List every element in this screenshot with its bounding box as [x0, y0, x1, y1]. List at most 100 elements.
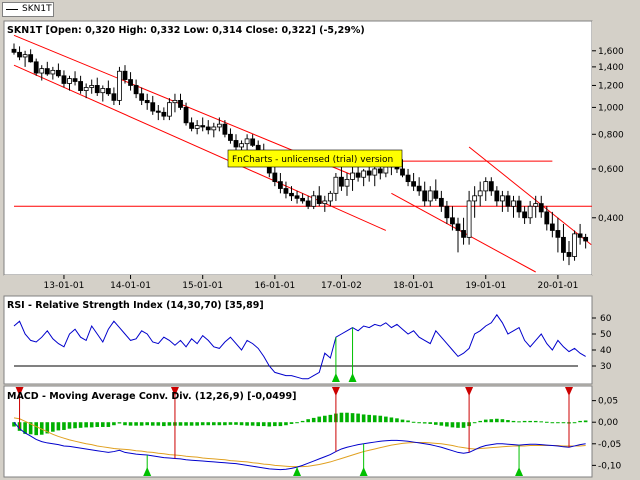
candle-up	[244, 138, 250, 145]
macd-histogram-bar	[206, 422, 211, 426]
candle-up	[83, 87, 89, 91]
candle-down	[277, 181, 283, 189]
macd-histogram-bar	[533, 420, 538, 423]
candle-up	[311, 195, 317, 207]
macd-histogram-bar	[545, 421, 549, 423]
macd-histogram-bar	[256, 422, 260, 427]
candle-up	[100, 88, 106, 94]
candle-down	[11, 48, 17, 53]
candle-up	[572, 233, 577, 257]
macd-histogram-bar	[123, 422, 127, 426]
candle-down	[28, 54, 34, 63]
candle-down	[488, 181, 494, 192]
x-tick-label: 17-01-02	[321, 281, 362, 291]
candle-down	[294, 195, 300, 199]
macd-histogram-bar	[417, 422, 421, 424]
macd-histogram-bar	[95, 422, 100, 427]
candle-up	[211, 126, 217, 131]
macd-histogram-bar	[439, 422, 444, 426]
trial-watermark-box	[227, 149, 403, 168]
candle-down	[200, 125, 206, 128]
macd-buy-arrow	[515, 467, 524, 476]
candle-up	[239, 143, 244, 148]
candle-up	[194, 125, 200, 129]
macd-histogram-bar	[167, 422, 172, 426]
macd-sell-arrow	[15, 387, 24, 396]
macd-histogram-bar	[73, 422, 77, 429]
macd-histogram-bar	[67, 422, 72, 429]
price-tick-label: 1,600	[598, 47, 624, 57]
x-tick-label: 13-01-01	[44, 281, 85, 291]
macd-histogram-bar	[378, 415, 383, 423]
macd-histogram-bar	[428, 422, 433, 424]
macd-histogram-bar	[84, 422, 88, 428]
toolbar: SKN1T	[0, 0, 640, 20]
price-plot-area[interactable]	[3, 20, 593, 276]
macd-histogram-bar	[228, 422, 233, 425]
rsi-line	[13, 313, 586, 380]
candle-down	[561, 236, 566, 253]
candle-down	[105, 88, 111, 95]
candle-up	[216, 123, 222, 128]
rsi-y-ticks: 60 50 40 30	[592, 314, 612, 372]
macd-histogram-bar	[12, 422, 16, 427]
candle-down	[250, 138, 256, 146]
macd-buy-arrow	[143, 467, 152, 476]
candle-up	[327, 192, 333, 202]
macd-histogram-bar	[356, 413, 360, 423]
macd-header: MACD - Moving Average Conv. Div. (12,26,…	[7, 391, 296, 402]
candle-down	[111, 93, 117, 101]
macd-histogram-bar	[28, 422, 33, 435]
macd-buy-arrow	[359, 467, 368, 476]
candle-down	[377, 168, 383, 174]
candle-up	[361, 170, 367, 178]
price-axis	[592, 21, 636, 275]
macd-line	[13, 421, 586, 471]
candle-up	[172, 99, 178, 104]
x-tick-label: 15-01-01	[182, 281, 223, 291]
x-tick-label: 14-01-01	[110, 281, 151, 291]
candle-up	[477, 190, 483, 197]
macd-histogram-bar	[239, 422, 244, 426]
candle-down	[544, 211, 550, 225]
macd-histogram-bar	[372, 415, 377, 423]
macd-histogram-bar	[284, 422, 288, 426]
candle-up	[372, 168, 378, 176]
candle-down	[316, 195, 322, 204]
candle-up	[22, 54, 28, 58]
series-swatch	[6, 9, 18, 10]
x-tick-label: 18-01-01	[393, 281, 434, 291]
macd-histogram-bar	[45, 422, 50, 434]
candle-down	[139, 93, 145, 101]
macd-tick-label: 0,05	[598, 397, 618, 407]
trial-watermark: FnCharts - unlicensed (trial) version	[232, 155, 393, 165]
tab-skn1t[interactable]: SKN1T	[2, 2, 54, 17]
candle-down	[339, 176, 344, 187]
macd-histogram-bar	[117, 422, 122, 424]
macd-histogram-bar	[34, 422, 38, 436]
price-tick-label: 1,400	[598, 63, 624, 73]
macd-histogram-bar	[250, 422, 255, 426]
candle-down	[522, 211, 527, 219]
macd-sell-arrow	[565, 387, 573, 396]
macd-histogram-bar	[200, 422, 205, 426]
candle-up	[383, 166, 389, 174]
candle-down	[433, 190, 439, 199]
price-tick-label: 1,200	[598, 81, 624, 91]
candle-down	[150, 102, 156, 112]
rsi-buy-arrow	[331, 373, 340, 382]
candle-down	[44, 68, 50, 75]
macd-plot-area[interactable]	[3, 385, 593, 478]
candle-up	[483, 181, 489, 192]
candle-up	[350, 172, 355, 180]
macd-histogram-bar	[156, 422, 161, 426]
candle-down	[416, 185, 422, 192]
macd-histogram-bar	[223, 422, 227, 426]
macd-histogram-bar	[339, 412, 344, 423]
candle-down	[94, 85, 100, 94]
macd-histogram-bar	[550, 422, 555, 424]
macd-histogram-bar	[578, 420, 582, 423]
macd-histogram-bar	[517, 421, 521, 423]
rsi-lines	[13, 313, 586, 382]
